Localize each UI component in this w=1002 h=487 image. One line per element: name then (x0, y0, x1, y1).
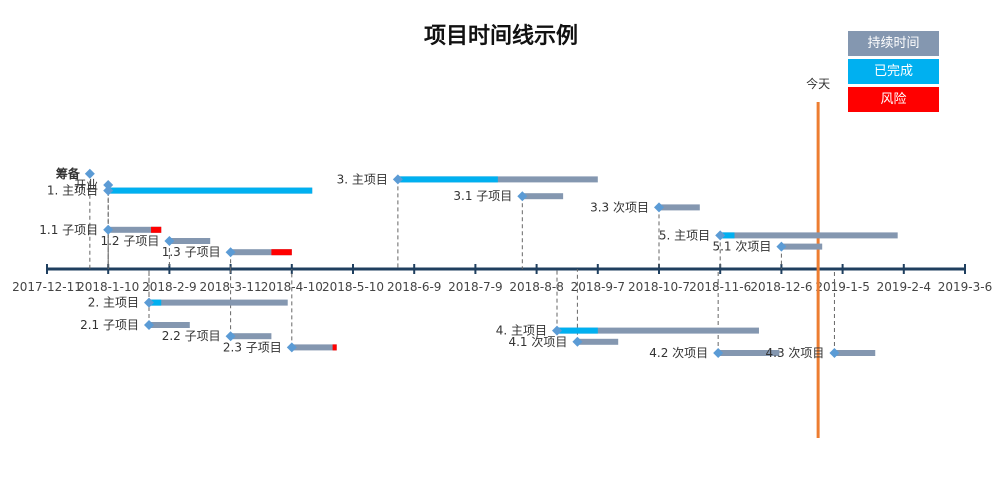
task-marker (103, 224, 114, 235)
task-marker (286, 342, 297, 353)
duration-bar (169, 238, 211, 244)
task-label: 2.1 子项目 (80, 318, 139, 332)
complete-bar (108, 187, 313, 194)
task-label: 3.1 子项目 (453, 189, 512, 203)
x-tick-label: 2018-2-9 (142, 280, 196, 294)
duration-bar (291, 344, 337, 351)
milestone-label: 开业 (74, 178, 98, 192)
x-tick-label: 2018-11-6 (689, 280, 751, 294)
task-marker (225, 247, 236, 258)
duration-bar (781, 243, 823, 250)
duration-bar (149, 322, 190, 328)
task-marker (552, 325, 562, 336)
task-marker (572, 336, 583, 347)
task-marker (829, 348, 840, 358)
risk-bar (332, 344, 337, 351)
task-label: 1. 主项目 (47, 184, 98, 198)
task-marker (713, 348, 724, 358)
task-label: 3.3 次项目 (590, 200, 649, 214)
x-tick-label: 2018-6-9 (387, 280, 441, 294)
x-tick-label: 2018-9-7 (571, 280, 625, 294)
task-label: 4.2 次项目 (649, 346, 708, 360)
task-marker (225, 331, 236, 342)
task-label: 1.1 子项目 (39, 223, 98, 237)
duration-bar (720, 232, 898, 239)
duration-bar (557, 327, 759, 334)
x-tick-label: 2018-5-10 (322, 280, 384, 294)
task-marker (144, 297, 154, 308)
milestone-label: 筹备 (56, 166, 81, 181)
x-tick-label: 2018-8-8 (509, 280, 563, 294)
task-label: 2.2 子项目 (162, 329, 221, 343)
complete-bar (149, 299, 162, 306)
complete-bar (557, 327, 598, 334)
task-label: 2.3 子项目 (223, 340, 282, 354)
milestone-marker (84, 168, 95, 179)
duration-bar (108, 226, 162, 233)
milestone-marker (103, 180, 114, 190)
legend-item-complete: 已完成 (848, 59, 939, 84)
x-tick-label: 2019-1-5 (815, 280, 869, 294)
chart-title: 项目时间线示例 (423, 24, 578, 49)
complete-bar (720, 232, 735, 239)
risk-bar (271, 249, 292, 256)
x-tick-label: 2019-2-4 (877, 280, 931, 294)
x-tick-label: 2017-12-11 (12, 280, 82, 294)
task-marker (517, 191, 528, 202)
duration-bar (230, 333, 272, 340)
duration-bar (834, 350, 876, 356)
duration-bar (149, 299, 288, 306)
duration-bar (659, 204, 700, 211)
task-marker (654, 202, 664, 213)
task-label: 4.3 次项目 (766, 346, 825, 360)
task-label: 1.2 子项目 (100, 234, 159, 248)
task-label: 1.3 子项目 (162, 245, 221, 259)
legend-item-risk: 风险 (848, 87, 939, 112)
task-marker (776, 241, 787, 252)
duration-bar (522, 193, 564, 200)
x-tick-label: 2018-1-10 (77, 280, 139, 294)
x-tick-label: 2018-4-10 (261, 280, 323, 294)
task-label: 5. 主项目 (659, 228, 710, 242)
task-marker (103, 185, 114, 196)
task-label: 4.1 次项目 (508, 335, 567, 349)
task-label: 3. 主项目 (337, 172, 388, 186)
risk-bar (151, 226, 162, 233)
task-label: 5.1 次项目 (712, 240, 771, 254)
task-marker (164, 236, 175, 246)
complete-bar (397, 176, 498, 183)
task-marker (392, 174, 403, 185)
duration-bar (718, 350, 780, 356)
duration-bar (577, 338, 619, 345)
task-marker (144, 320, 154, 330)
task-label: 2. 主项目 (88, 296, 139, 310)
duration-bar (230, 249, 292, 256)
task-label: 4. 主项目 (496, 324, 547, 338)
legend-item-duration: 持续时间 (848, 31, 939, 56)
x-tick-label: 2018-10-7 (628, 280, 690, 294)
x-tick-label: 2018-7-9 (448, 280, 502, 294)
task-marker (715, 230, 726, 241)
x-tick-label: 2019-3-6 (938, 280, 992, 294)
today-label: 今天 (806, 76, 830, 91)
x-tick-label: 2018-12-6 (750, 280, 812, 294)
